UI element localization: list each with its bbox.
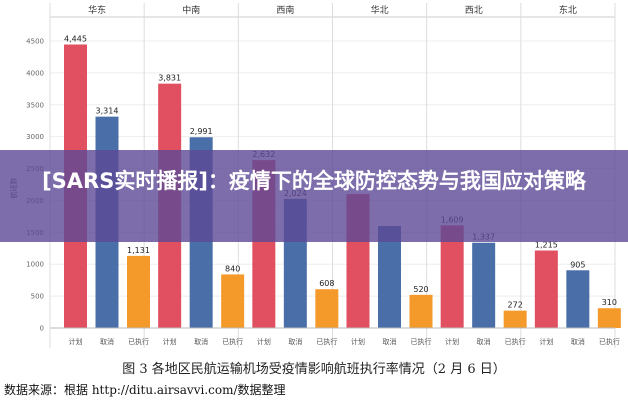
y-tick-label: 4000 — [26, 69, 44, 77]
value-label: 1,215 — [535, 241, 558, 250]
value-label: 272 — [508, 301, 523, 310]
value-label: 310 — [602, 298, 617, 307]
x-tick-label: 已执行 — [505, 337, 526, 346]
y-tick-label: 3000 — [26, 133, 44, 141]
x-tick-label: 计划 — [351, 337, 365, 346]
value-label: 3,831 — [158, 74, 181, 83]
value-label: 905 — [570, 260, 585, 269]
bar — [534, 250, 558, 328]
x-tick-label: 计划 — [257, 337, 271, 346]
title-banner: [SARS实时播报]：疫情下的全球防控态势与我国应对策略 — [0, 150, 628, 242]
value-label: 1,131 — [127, 246, 150, 255]
y-tick-label: 500 — [31, 293, 44, 301]
y-tick-label: 3500 — [26, 101, 44, 109]
region-label: 华东 — [88, 4, 106, 16]
value-label: 2,991 — [190, 127, 213, 136]
x-tick-label: 计划 — [163, 337, 177, 346]
value-label: 3,314 — [96, 107, 119, 116]
data-source: 数据来源：根据 http://ditu.airsavvi.com/数据整理 — [4, 383, 286, 397]
region-label: 东北 — [559, 4, 577, 16]
value-label: 840 — [225, 264, 240, 273]
region-label: 华北 — [371, 4, 389, 16]
banner-title: [SARS实时播报]：疫情下的全球防控态势与我国应对策略 — [42, 169, 586, 193]
region-label: 中南 — [182, 4, 200, 16]
y-tick-label: 0 — [40, 325, 44, 333]
bar — [409, 294, 433, 328]
value-label: 520 — [413, 285, 428, 294]
x-tick-label: 计划 — [539, 337, 553, 346]
bar — [597, 308, 621, 328]
x-tick-label: 取消 — [571, 337, 585, 346]
x-tick-label: 取消 — [194, 337, 208, 346]
x-tick-label: 取消 — [288, 337, 302, 346]
x-tick-label: 已执行 — [316, 337, 337, 346]
y-tick-label: 4500 — [26, 38, 44, 46]
x-tick-label: 已执行 — [128, 337, 149, 346]
value-label: 4,445 — [64, 35, 87, 44]
value-label: 608 — [319, 279, 334, 288]
x-tick-label: 已执行 — [222, 337, 243, 346]
x-tick-label: 取消 — [100, 337, 114, 346]
bar — [440, 225, 464, 328]
figure-caption: 图 3 各地区民航运输机场受疫情影响航班执行率情况（2 月 6 日） — [122, 362, 506, 377]
bar — [127, 255, 150, 328]
y-tick-label: 1000 — [26, 261, 44, 269]
bar — [221, 274, 245, 328]
bar — [472, 242, 496, 328]
x-tick-label: 已执行 — [411, 337, 432, 346]
region-label: 西南 — [276, 4, 294, 16]
bar — [503, 310, 527, 328]
x-tick-label: 取消 — [383, 337, 397, 346]
x-tick-label: 计划 — [69, 337, 83, 346]
x-tick-label: 已执行 — [599, 337, 620, 346]
region-label: 西北 — [465, 5, 483, 16]
bar — [315, 289, 339, 328]
bar — [378, 225, 401, 328]
bar — [566, 270, 590, 328]
x-tick-label: 取消 — [477, 337, 491, 346]
x-tick-label: 计划 — [445, 337, 459, 346]
